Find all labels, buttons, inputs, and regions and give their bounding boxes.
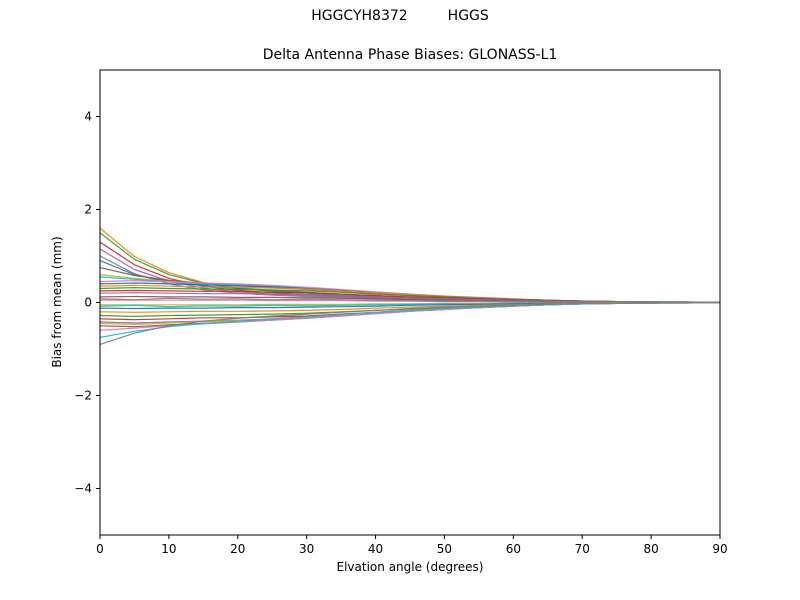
x-tick-label: 70 <box>575 542 590 556</box>
x-tick-label: 80 <box>643 542 658 556</box>
x-tick-label: 40 <box>368 542 383 556</box>
x-tick-label: 10 <box>161 542 176 556</box>
figure-suptitle: HGGCYH8372 HGGS <box>0 8 800 24</box>
y-tick-label: −2 <box>74 389 92 403</box>
y-tick-label: 4 <box>84 110 92 124</box>
x-tick-label: 90 <box>712 542 727 556</box>
x-tick-label: 20 <box>230 542 245 556</box>
x-tick-label: 50 <box>437 542 452 556</box>
series-line <box>99 301 720 345</box>
series-line <box>99 260 720 304</box>
suptitle-station-id: HGGCYH8372 <box>311 8 408 24</box>
y-tick-label: 0 <box>84 296 92 310</box>
x-tick-label: 0 <box>96 542 104 556</box>
x-tick-label: 30 <box>299 542 314 556</box>
x-axis-label: Elvation angle (degrees) <box>336 560 484 574</box>
y-tick-label: 2 <box>84 203 92 217</box>
suptitle-code: HGGS <box>447 8 489 24</box>
y-tick-label: −4 <box>74 482 92 496</box>
series-line <box>99 232 720 304</box>
chart-title: Delta Antenna Phase Biases: GLONASS-L1 <box>262 47 558 63</box>
x-tick-label: 60 <box>506 542 521 556</box>
